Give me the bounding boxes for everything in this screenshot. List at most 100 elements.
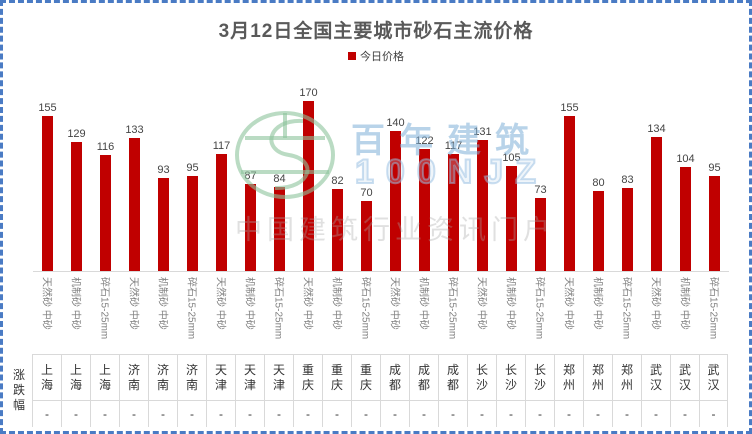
x-axis-label: 机制砂 中砂 bbox=[504, 277, 515, 330]
bar-value-label: 117 bbox=[212, 140, 231, 152]
bar-column: 70 bbox=[352, 187, 381, 271]
x-axis-label: 碎石15-25mm bbox=[98, 277, 109, 340]
table-city-cell: 郑州 bbox=[612, 354, 641, 400]
bar bbox=[216, 154, 227, 271]
table-city-cell: 天津 bbox=[264, 354, 293, 400]
bar-value-label: 140 bbox=[386, 117, 405, 129]
bar-column: 105 bbox=[497, 152, 526, 271]
table-change-cell: - bbox=[496, 400, 525, 427]
table-city-cell: 济南 bbox=[177, 354, 206, 400]
bar-value-label: 117 bbox=[444, 140, 463, 152]
table-city-cell: 上海 bbox=[90, 354, 119, 400]
table-city-row: 上海 上海 上海 济南 济南 济南 天津 天津 天津 重庆 重庆 重庆 成都 成都 成都 长沙 长沙 长沙 郑州 郑州… bbox=[32, 354, 728, 400]
table-city-cell: 长沙 bbox=[496, 354, 525, 400]
table-city-cell: 重庆 bbox=[351, 354, 380, 400]
bar-column: 87 bbox=[236, 170, 265, 271]
bar bbox=[535, 198, 546, 271]
bar-value-label: 80 bbox=[592, 177, 605, 189]
table-change-cell: - bbox=[119, 400, 148, 427]
bar bbox=[100, 155, 111, 271]
table-city-cell: 武汉 bbox=[670, 354, 699, 400]
bar-column: 117 bbox=[207, 140, 236, 271]
table-city-cell: 成都 bbox=[380, 354, 409, 400]
bar bbox=[390, 131, 401, 271]
bar-column: 80 bbox=[584, 177, 613, 271]
table-change-cell: - bbox=[235, 400, 264, 427]
legend: 今日价格 bbox=[3, 48, 749, 64]
x-axis-label: 机制砂 中砂 bbox=[243, 277, 254, 330]
table-change-cell: - bbox=[148, 400, 177, 427]
change-table: 涨跌幅 上海 上海 上海 济南 济南 济南 天津 天津 天津 重庆 重庆 重庆 成都 成都 成都 长沙 长沙 长沙… bbox=[6, 354, 729, 427]
table-change-cell: - bbox=[90, 400, 119, 427]
bar bbox=[245, 184, 256, 271]
bar-value-label: 70 bbox=[360, 187, 373, 199]
table-change-cell: - bbox=[206, 400, 235, 427]
bar-column: 134 bbox=[642, 123, 671, 271]
bar bbox=[71, 142, 82, 271]
bar-value-label: 134 bbox=[647, 123, 666, 135]
bar-column: 131 bbox=[468, 126, 497, 271]
bar-column: 104 bbox=[671, 153, 700, 271]
bar bbox=[651, 137, 662, 271]
bar bbox=[506, 166, 517, 271]
bar-value-label: 170 bbox=[299, 87, 318, 99]
bar-value-label: 87 bbox=[244, 170, 257, 182]
bar bbox=[187, 176, 198, 271]
bar-column: 155 bbox=[33, 102, 62, 271]
table-change-cell: - bbox=[467, 400, 496, 427]
table-row-header-label: 涨跌幅 bbox=[12, 368, 25, 412]
x-axis-label: 碎石15-25mm bbox=[707, 277, 718, 340]
bar-column: 93 bbox=[149, 164, 178, 271]
bar-column: 122 bbox=[410, 135, 439, 271]
table-change-cell: - bbox=[438, 400, 467, 427]
legend-swatch-icon bbox=[348, 52, 356, 60]
table-change-cell: - bbox=[380, 400, 409, 427]
table-city-cell: 长沙 bbox=[525, 354, 554, 400]
table-city-cell: 郑州 bbox=[583, 354, 612, 400]
legend-label: 今日价格 bbox=[360, 51, 404, 63]
table-city-cell: 天津 bbox=[206, 354, 235, 400]
bar-column: 116 bbox=[91, 141, 120, 271]
bar-value-label: 129 bbox=[67, 128, 86, 140]
table-city-cell: 武汉 bbox=[699, 354, 728, 400]
bar-value-label: 73 bbox=[534, 184, 547, 196]
table-change-cell: - bbox=[264, 400, 293, 427]
table-change-cell: - bbox=[409, 400, 438, 427]
table-city-cell: 郑州 bbox=[554, 354, 583, 400]
table-city-cell: 济南 bbox=[148, 354, 177, 400]
bar-column: 95 bbox=[700, 162, 729, 271]
bar-value-label: 122 bbox=[415, 135, 434, 147]
bar bbox=[274, 187, 285, 271]
bar bbox=[709, 176, 720, 271]
table-city-cell: 上海 bbox=[61, 354, 90, 400]
x-axis-label: 机制砂 中砂 bbox=[591, 277, 602, 330]
x-axis-label: 碎石15-25mm bbox=[533, 277, 544, 340]
x-axis-label: 碎石15-25mm bbox=[272, 277, 283, 340]
table-change-cell: - bbox=[293, 400, 322, 427]
bar-value-label: 155 bbox=[560, 102, 579, 114]
bars-container: 155 129 116 133 93 95 117 87 84 170 82 70 140 122 117 1… bbox=[33, 71, 729, 272]
bar bbox=[477, 140, 488, 271]
x-axis-label: 天然砂 中砂 bbox=[562, 277, 573, 330]
bar bbox=[42, 116, 53, 271]
bar-value-label: 83 bbox=[621, 174, 634, 186]
bar bbox=[448, 154, 459, 271]
bar bbox=[622, 188, 633, 271]
table-change-cell: - bbox=[699, 400, 728, 427]
table-change-cell: - bbox=[670, 400, 699, 427]
bar-value-label: 133 bbox=[125, 124, 144, 136]
table-row-header: 涨跌幅 bbox=[6, 354, 32, 427]
bar bbox=[158, 178, 169, 271]
chart-title: 3月12日全国主要城市砂石主流价格 bbox=[218, 21, 534, 42]
plot-area: 155 129 116 133 93 95 117 87 84 170 82 70 140 122 117 1… bbox=[33, 71, 729, 354]
bar-column: 140 bbox=[381, 117, 410, 271]
x-axis-label: 碎石15-25mm bbox=[359, 277, 370, 340]
bar-column: 170 bbox=[294, 87, 323, 271]
bar bbox=[361, 201, 372, 271]
x-axis-label: 天然砂 中砂 bbox=[475, 277, 486, 330]
table-change-cell: - bbox=[612, 400, 641, 427]
table-change-cell: - bbox=[583, 400, 612, 427]
bar-value-label: 131 bbox=[473, 126, 492, 138]
x-axis-label: 机制砂 中砂 bbox=[417, 277, 428, 330]
